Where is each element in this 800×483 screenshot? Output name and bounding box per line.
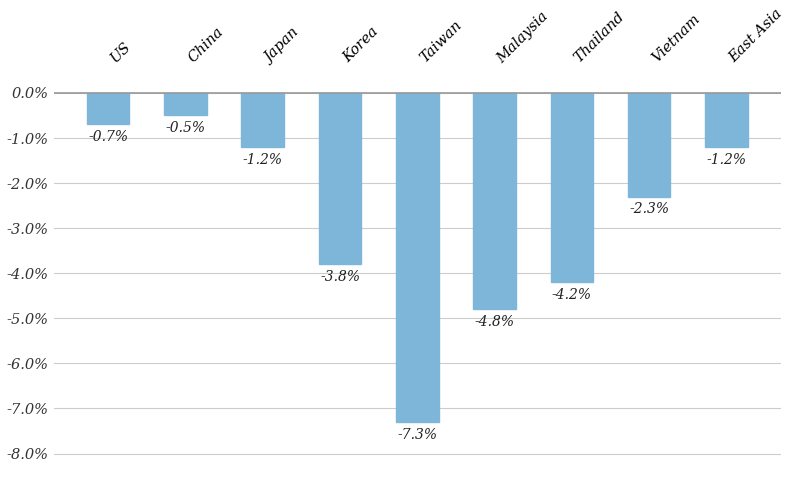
Text: -1.2%: -1.2% [706, 153, 746, 167]
Text: -0.5%: -0.5% [166, 121, 206, 135]
Text: -4.2%: -4.2% [552, 288, 592, 302]
Text: -3.8%: -3.8% [320, 270, 360, 284]
Bar [396, 93, 438, 422]
Text: -4.8%: -4.8% [474, 315, 514, 329]
Bar [706, 93, 748, 147]
Text: -0.7%: -0.7% [88, 130, 128, 144]
Text: -7.3%: -7.3% [398, 428, 438, 442]
Bar [318, 93, 362, 264]
Text: -2.3%: -2.3% [629, 202, 669, 216]
Bar [550, 93, 593, 282]
Bar [474, 93, 516, 309]
Bar [87, 93, 130, 125]
Bar [628, 93, 670, 197]
Bar [242, 93, 284, 147]
Bar [164, 93, 206, 115]
Text: -1.2%: -1.2% [242, 153, 282, 167]
